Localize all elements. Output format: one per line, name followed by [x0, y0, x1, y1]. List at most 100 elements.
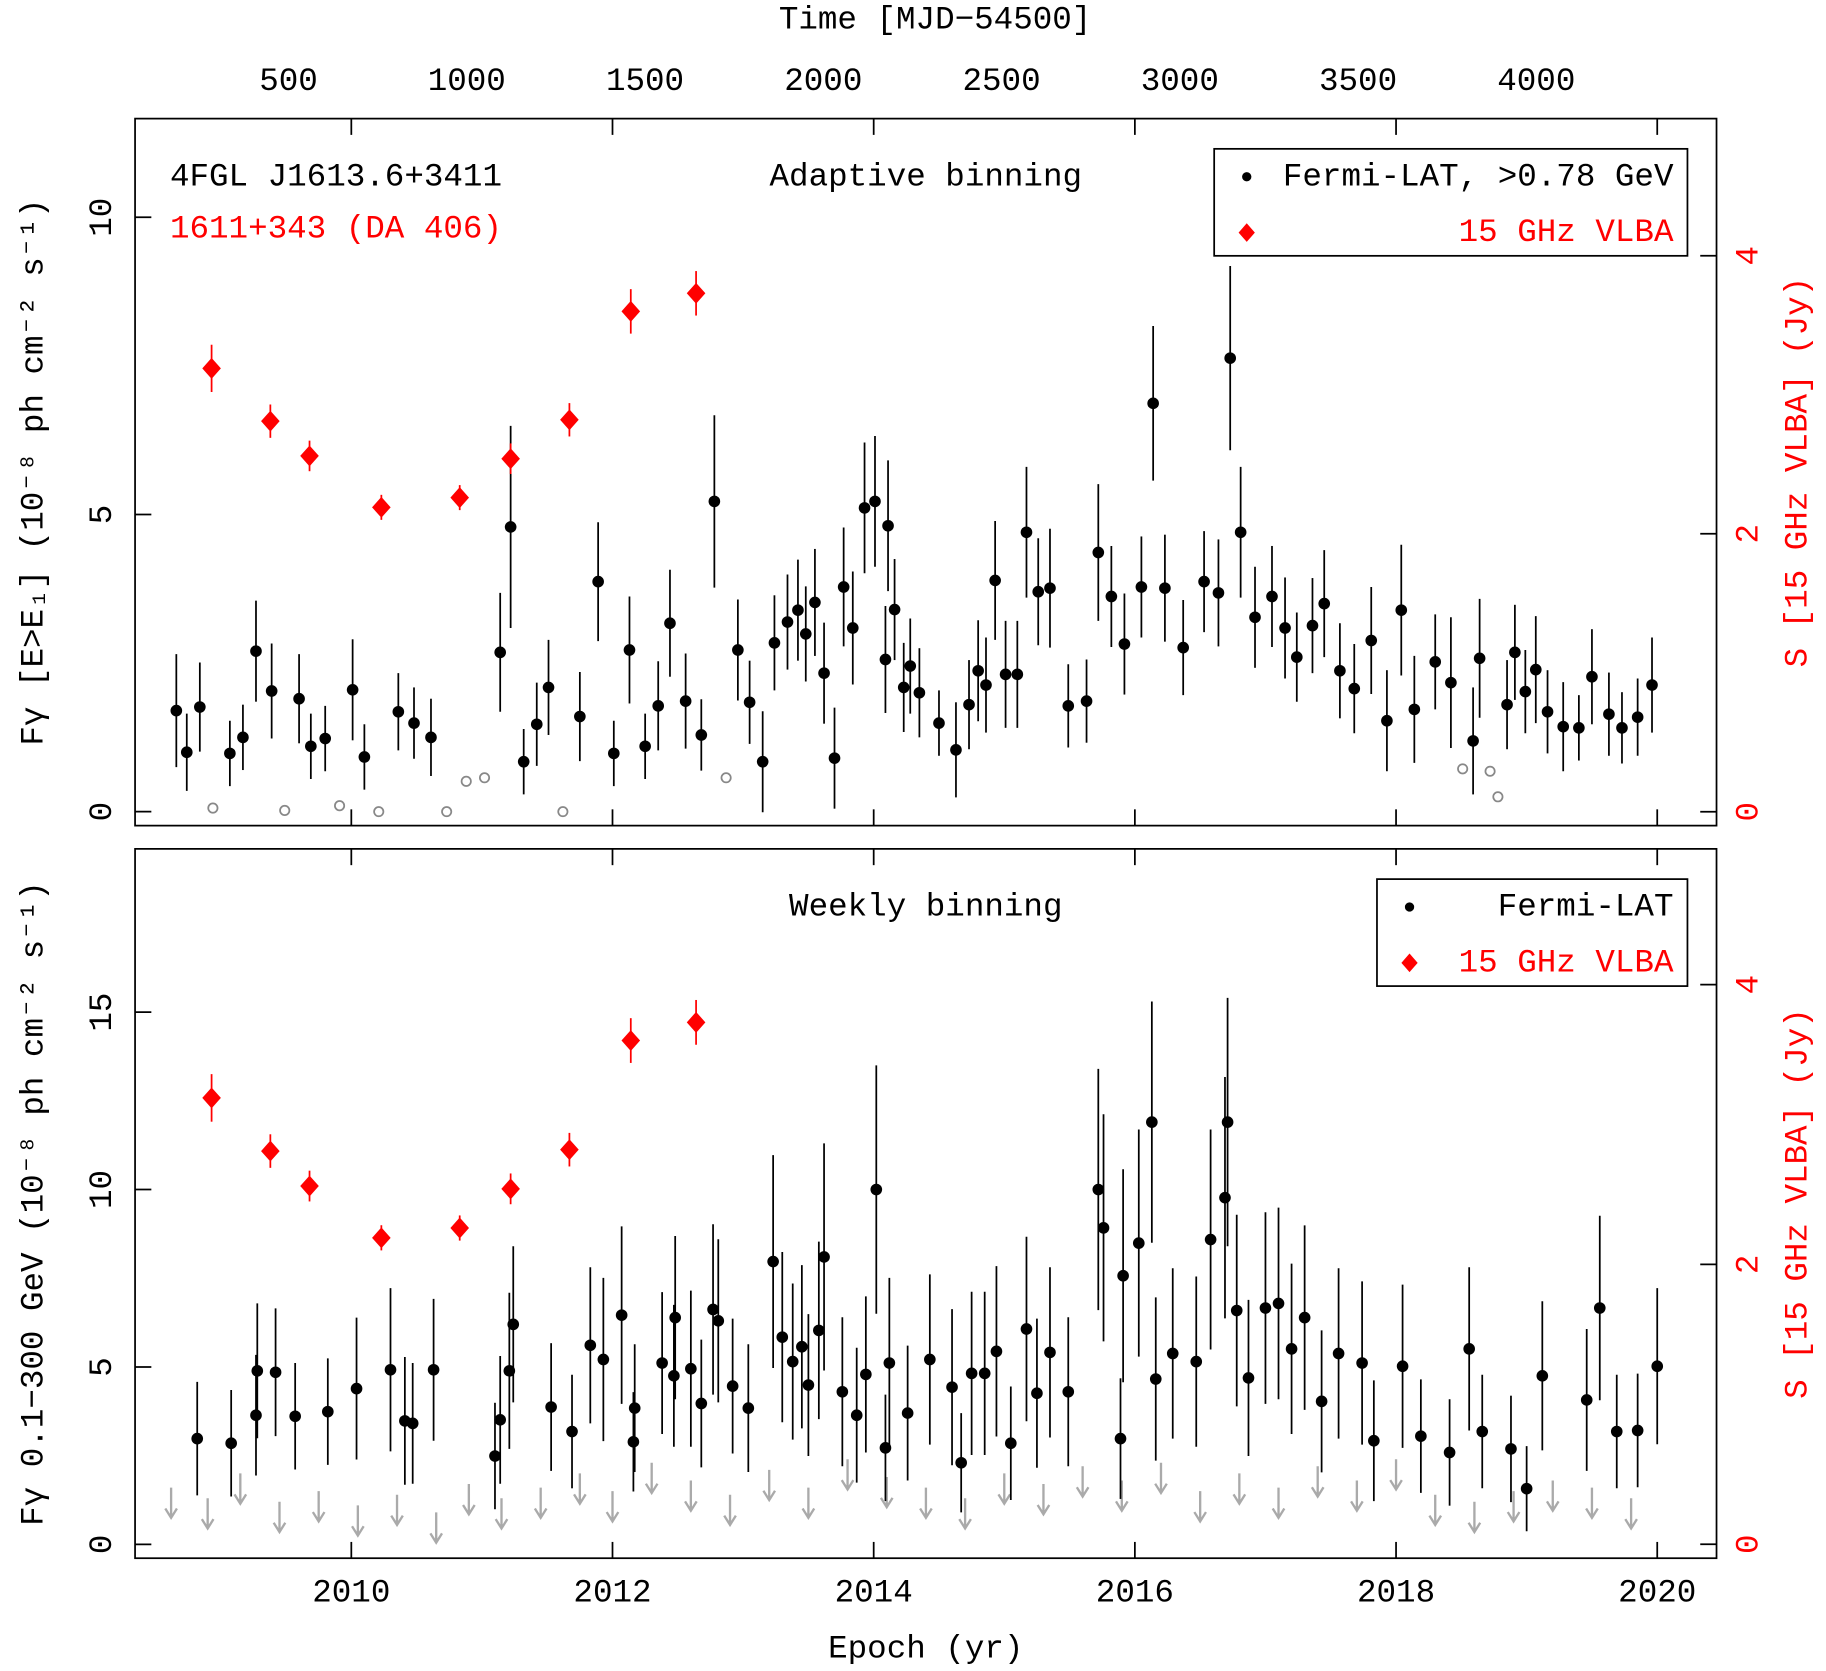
upper-limit — [1193, 1491, 1207, 1524]
data-point — [1536, 1370, 1549, 1382]
x-tick-label: 2010 — [312, 1575, 390, 1612]
legend-label: Fermi-LAT, >0.78 GeV — [1283, 158, 1674, 195]
upper-limit — [1545, 1480, 1560, 1513]
data-point — [1332, 1347, 1345, 1360]
data-point — [1520, 1482, 1533, 1495]
data-point — [1092, 546, 1105, 559]
data-point — [1368, 1434, 1380, 1447]
legend-marker — [1404, 902, 1415, 912]
data-point — [883, 1357, 896, 1369]
data-point — [1224, 352, 1237, 364]
data-point — [1467, 735, 1479, 747]
data-point — [904, 660, 917, 672]
data-point — [350, 1382, 363, 1395]
data-point — [1557, 720, 1570, 733]
diamond-point — [686, 1011, 706, 1033]
data-point — [989, 574, 1001, 587]
data-point — [504, 521, 517, 533]
open-point — [1457, 763, 1469, 775]
legend-label: Fermi-LAT — [1498, 889, 1674, 926]
data-point — [1285, 1343, 1298, 1355]
data-point — [191, 1432, 204, 1445]
legend-box — [1376, 878, 1689, 987]
upper-limit — [390, 1494, 404, 1528]
data-point — [846, 622, 859, 634]
y-tick-label: 10 — [84, 1170, 121, 1209]
data-point — [768, 637, 781, 649]
y-axis-label: Fγ 0.1−300 GeV (10⁻⁸ ph cm⁻² s⁻¹) — [15, 881, 52, 1526]
open-point — [720, 772, 732, 784]
data-point — [707, 1303, 719, 1316]
legend-box — [1213, 147, 1689, 257]
diamond-point — [450, 1217, 470, 1239]
data-point — [786, 1355, 799, 1368]
data-point — [901, 1407, 914, 1419]
data-point — [1593, 1302, 1606, 1314]
legend-marker — [1238, 223, 1255, 242]
diamond-point — [300, 1175, 319, 1197]
data-point — [1117, 1269, 1129, 1282]
data-point — [950, 744, 962, 756]
plot-frame — [134, 117, 1718, 827]
data-point — [1011, 668, 1024, 681]
upper-limit — [1585, 1487, 1599, 1521]
upper-limit — [801, 1487, 816, 1521]
y2-tick-label: 0 — [1731, 1534, 1768, 1554]
diamond-point — [686, 282, 706, 304]
diamond-point — [300, 445, 319, 467]
data-point — [685, 1362, 697, 1375]
data-point — [1279, 622, 1291, 634]
data-point — [319, 732, 332, 745]
y-tick-label: 0 — [84, 802, 121, 822]
open-point — [334, 800, 346, 812]
data-point — [1212, 587, 1225, 599]
annotation: 4FGL J1613.6+3411 — [170, 158, 502, 195]
data-point — [802, 1379, 815, 1391]
data-point — [1147, 397, 1159, 410]
x2-tick-label: 2000 — [784, 63, 862, 100]
data-point — [1266, 590, 1278, 603]
data-point — [1004, 1437, 1017, 1450]
upper-limit — [1115, 1480, 1129, 1513]
data-point — [1044, 1346, 1056, 1359]
open-point — [373, 806, 385, 818]
upper-limit — [351, 1505, 365, 1538]
data-point — [1348, 682, 1361, 695]
legend-marker — [1242, 172, 1252, 182]
data-point — [406, 1417, 419, 1430]
diamond-point — [261, 410, 280, 432]
upper-limit — [723, 1494, 737, 1528]
data-point — [726, 1380, 739, 1392]
data-point — [1541, 705, 1554, 718]
data-point — [818, 667, 830, 679]
data-point — [251, 1365, 264, 1377]
data-point — [507, 1318, 520, 1331]
x-tick-label: 2012 — [573, 1575, 651, 1612]
y2-tick-label: 2 — [1731, 1255, 1768, 1275]
upper-limit — [533, 1487, 548, 1521]
y2-tick-label: 2 — [1731, 524, 1768, 544]
data-point — [1290, 651, 1303, 663]
data-point — [1429, 656, 1442, 668]
data-point — [792, 604, 804, 616]
data-point — [1031, 1387, 1043, 1400]
y2-axis-label: S [15 GHz VLBA] (Jy) — [1780, 277, 1817, 668]
data-point — [1159, 582, 1171, 594]
data-point — [607, 747, 620, 760]
x2-tick-label: 3500 — [1319, 63, 1397, 100]
data-point — [1097, 1222, 1110, 1234]
panel-title: Weekly binning — [789, 889, 1062, 926]
data-point — [732, 644, 744, 656]
data-point — [1092, 1183, 1105, 1196]
data-point — [1032, 585, 1045, 598]
data-point — [1020, 1323, 1033, 1335]
data-point — [494, 1414, 507, 1426]
data-point — [742, 1402, 755, 1414]
y-tick-label: 5 — [84, 1357, 121, 1377]
x-tick-label: 2018 — [1357, 1575, 1435, 1612]
data-point — [584, 1339, 597, 1352]
data-point — [517, 755, 530, 768]
upper-limit — [1389, 1459, 1403, 1492]
data-point — [870, 1183, 883, 1196]
